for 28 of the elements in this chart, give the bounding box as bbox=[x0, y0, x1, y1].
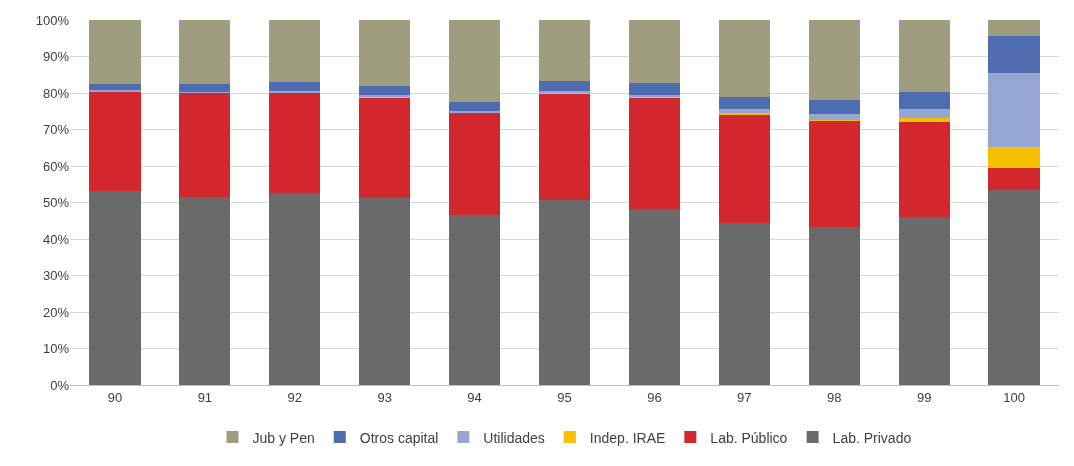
y-tick-label: 60% bbox=[42, 158, 70, 174]
x-tick-label: 94 bbox=[467, 389, 482, 405]
legend-label: Otros capital bbox=[359, 429, 439, 446]
legend-label: Lab. Público bbox=[710, 429, 788, 446]
legend-label: Jub y Pen bbox=[252, 429, 315, 446]
y-tick-label: 30% bbox=[42, 268, 70, 284]
x-tick-label: 96 bbox=[647, 389, 662, 405]
y-tick-label: 10% bbox=[42, 341, 70, 357]
legend-label: Utilidades bbox=[483, 429, 545, 446]
x-tick-label: 97 bbox=[737, 389, 752, 405]
x-tick-label: 99 bbox=[916, 389, 932, 405]
x-tick-label: 92 bbox=[287, 389, 302, 405]
y-tick-label: 20% bbox=[42, 304, 70, 320]
y-tick-label: 40% bbox=[42, 231, 70, 247]
x-tick-label: 98 bbox=[827, 389, 842, 405]
x-tick-label: 90 bbox=[107, 389, 123, 405]
x-tick-label: 95 bbox=[557, 389, 572, 405]
y-tick-label: 70% bbox=[42, 122, 70, 138]
y-tick-label: 0% bbox=[50, 377, 70, 393]
y-tick-label: 90% bbox=[42, 49, 70, 65]
y-tick-label: 50% bbox=[42, 195, 70, 211]
x-tick-label: 91 bbox=[197, 389, 213, 405]
x-tick-label: 100 bbox=[1003, 389, 1025, 405]
legend-label: Lab. Privado bbox=[832, 429, 912, 446]
x-tick-label: 93 bbox=[377, 389, 392, 405]
y-tick-label: 80% bbox=[42, 85, 70, 101]
legend-label: Indep. IRAE bbox=[589, 429, 666, 446]
y-tick-label: 100% bbox=[35, 12, 70, 28]
